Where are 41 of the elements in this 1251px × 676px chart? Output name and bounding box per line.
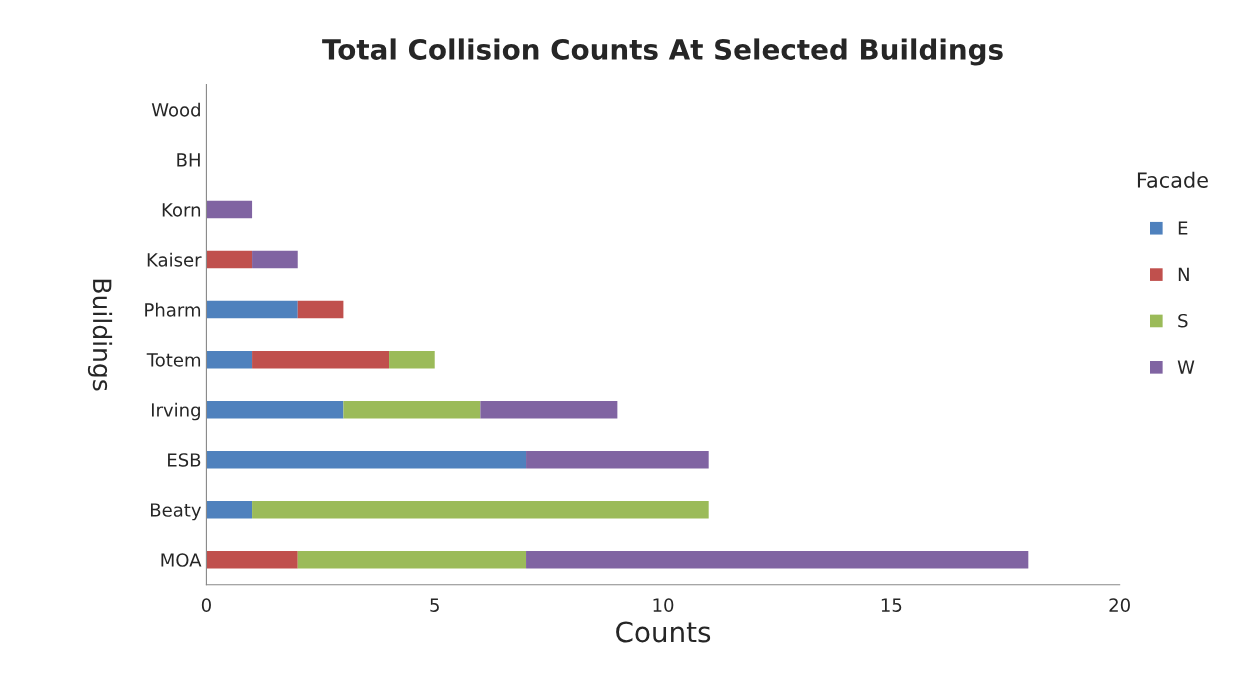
chart-title: Total Collision Counts At Selected Buildings	[322, 38, 1003, 66]
bar	[206, 500, 253, 519]
bar	[297, 300, 344, 319]
bar	[206, 250, 253, 269]
legend-label: W	[1177, 360, 1195, 374]
x-tick-label: 10	[653, 598, 674, 612]
x-tick-label: 0	[201, 598, 211, 612]
bar	[206, 350, 253, 369]
x-tick-label: 15	[881, 598, 902, 612]
y-tick-label: Pharm	[145, 302, 201, 317]
legend-title: Facade	[1137, 171, 1208, 188]
bar	[389, 350, 435, 369]
y-tick-label: MOA	[161, 553, 202, 567]
bar	[206, 400, 344, 419]
bar	[480, 400, 618, 419]
bar	[343, 400, 481, 419]
y-tick-label: Beaty	[151, 503, 202, 521]
bar	[526, 450, 709, 469]
bar	[252, 500, 709, 519]
bar	[252, 250, 298, 269]
y-tick-label: Kaiser	[147, 252, 202, 267]
x-tick-label: 5	[430, 598, 439, 612]
y-tick-label: Wood	[151, 102, 200, 117]
bar	[526, 550, 1029, 569]
y-tick-label: Korn	[162, 203, 201, 217]
y-tick-label: BH	[177, 153, 200, 167]
bar	[206, 450, 527, 469]
x-tick-label: 20	[1109, 598, 1130, 612]
bar	[206, 200, 253, 219]
y-axis-title: Buildings	[87, 279, 113, 391]
legend-label: E	[1178, 221, 1188, 235]
y-tick-label: ESB	[168, 453, 201, 467]
y-tick-label: Irving	[151, 402, 200, 421]
legend-label: N	[1178, 267, 1189, 281]
legend-label: S	[1178, 313, 1188, 328]
bar	[252, 350, 390, 369]
bar	[206, 550, 298, 569]
bar	[206, 300, 298, 319]
bar	[297, 550, 527, 569]
y-tick-label: Totem	[146, 353, 201, 367]
x-axis-title: Counts	[616, 621, 711, 643]
